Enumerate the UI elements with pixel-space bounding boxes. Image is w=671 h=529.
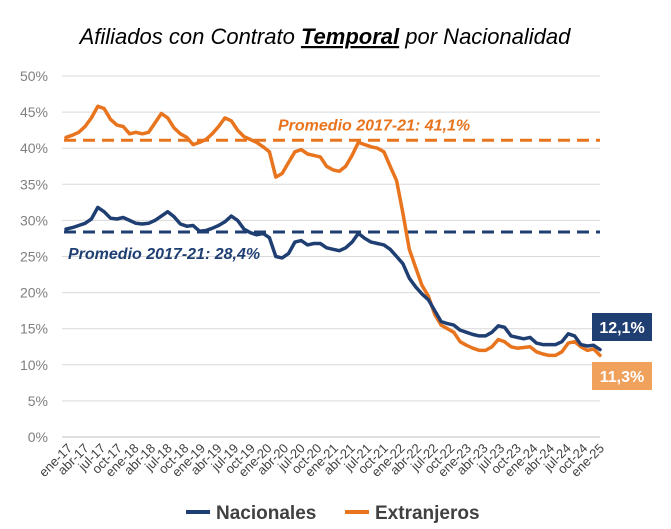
end-labels: 12,1% 11,3% [592, 313, 652, 390]
chart-title: Afiliados con Contrato Temporal por Naci… [78, 24, 572, 49]
end-label-nacionales: 12,1% [599, 320, 644, 337]
y-axis: 0% 5% 10% 15% 20% 25% 30% 35% 40% 45% 50% [20, 68, 48, 445]
series-lines [64, 104, 602, 358]
average-label-extranjeros: Promedio 2017-21: 41,1% [278, 117, 470, 134]
average-lines: Promedio 2017-21: 41,1% Promedio 2017-21:… [64, 117, 600, 263]
y-tick-label: 30% [20, 212, 48, 228]
y-tick-label: 25% [20, 249, 48, 265]
end-label-box-extranjeros [592, 362, 652, 390]
end-label-box-nacionales [592, 313, 652, 341]
series-line-nacionales [64, 205, 602, 352]
y-tick-label: 40% [20, 140, 48, 156]
legend: Nacionales Extranjeros [186, 503, 480, 524]
y-tick-label: 0% [28, 429, 48, 445]
chart-title-part-1: Afiliados con Contrato [78, 24, 301, 49]
average-label-nacionales: Promedio 2017-21: 28,4% [68, 246, 260, 263]
series-line-extranjeros [64, 104, 602, 358]
y-tick-label: 50% [20, 68, 48, 84]
end-label-extranjeros: 11,3% [600, 369, 644, 386]
x-axis: ene-17abr-17jul-17oct-17ene-18abr-18jul-… [36, 441, 607, 480]
y-tick-label: 10% [20, 357, 48, 373]
y-tick-label: 35% [20, 176, 48, 192]
legend-label-extranjeros: Extranjeros [375, 503, 480, 524]
y-tick-label: 20% [20, 285, 48, 301]
chart-title-part-3: por Nacionalidad [399, 24, 571, 49]
y-tick-label: 15% [20, 321, 48, 337]
legend-label-nacionales: Nacionales [216, 503, 316, 524]
chart-title-part-2: Temporal [301, 24, 400, 49]
y-tick-label: 45% [20, 104, 48, 120]
y-tick-label: 5% [28, 393, 48, 409]
